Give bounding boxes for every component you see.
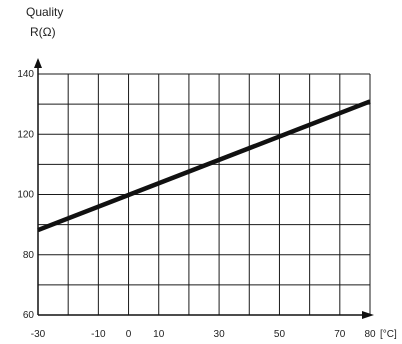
x-tick-label: 80 (364, 329, 376, 340)
x-tick-label: -10 (91, 329, 106, 340)
y-tick-label: 80 (23, 250, 35, 261)
x-tick-label: 30 (214, 329, 226, 340)
y-tick-label: 120 (17, 129, 34, 140)
y-axis-arrow (34, 58, 42, 68)
y-tick-label: 100 (17, 190, 34, 201)
axes (34, 58, 374, 319)
x-tick-label: 50 (274, 329, 286, 340)
y-tick-label: 140 (17, 69, 34, 80)
tick-labels: 60 80 100 120 140 -30 -10 0 10 30 50 70 80 (17, 69, 376, 340)
chart-title: Quality (26, 5, 63, 19)
x-tick-label: 70 (334, 329, 346, 340)
series-layer (37, 99, 371, 233)
series-line (37, 99, 371, 233)
x-tick-label: 10 (153, 329, 165, 340)
y-axis-label: R(Ω) (30, 25, 56, 39)
grid (37, 73, 371, 316)
x-axis-arrow (362, 311, 374, 319)
x-tick-label: 0 (126, 329, 132, 340)
y-tick-label: 60 (23, 310, 35, 321)
x-tick-label: -30 (31, 329, 46, 340)
x-axis-unit: [°C] (380, 329, 397, 340)
